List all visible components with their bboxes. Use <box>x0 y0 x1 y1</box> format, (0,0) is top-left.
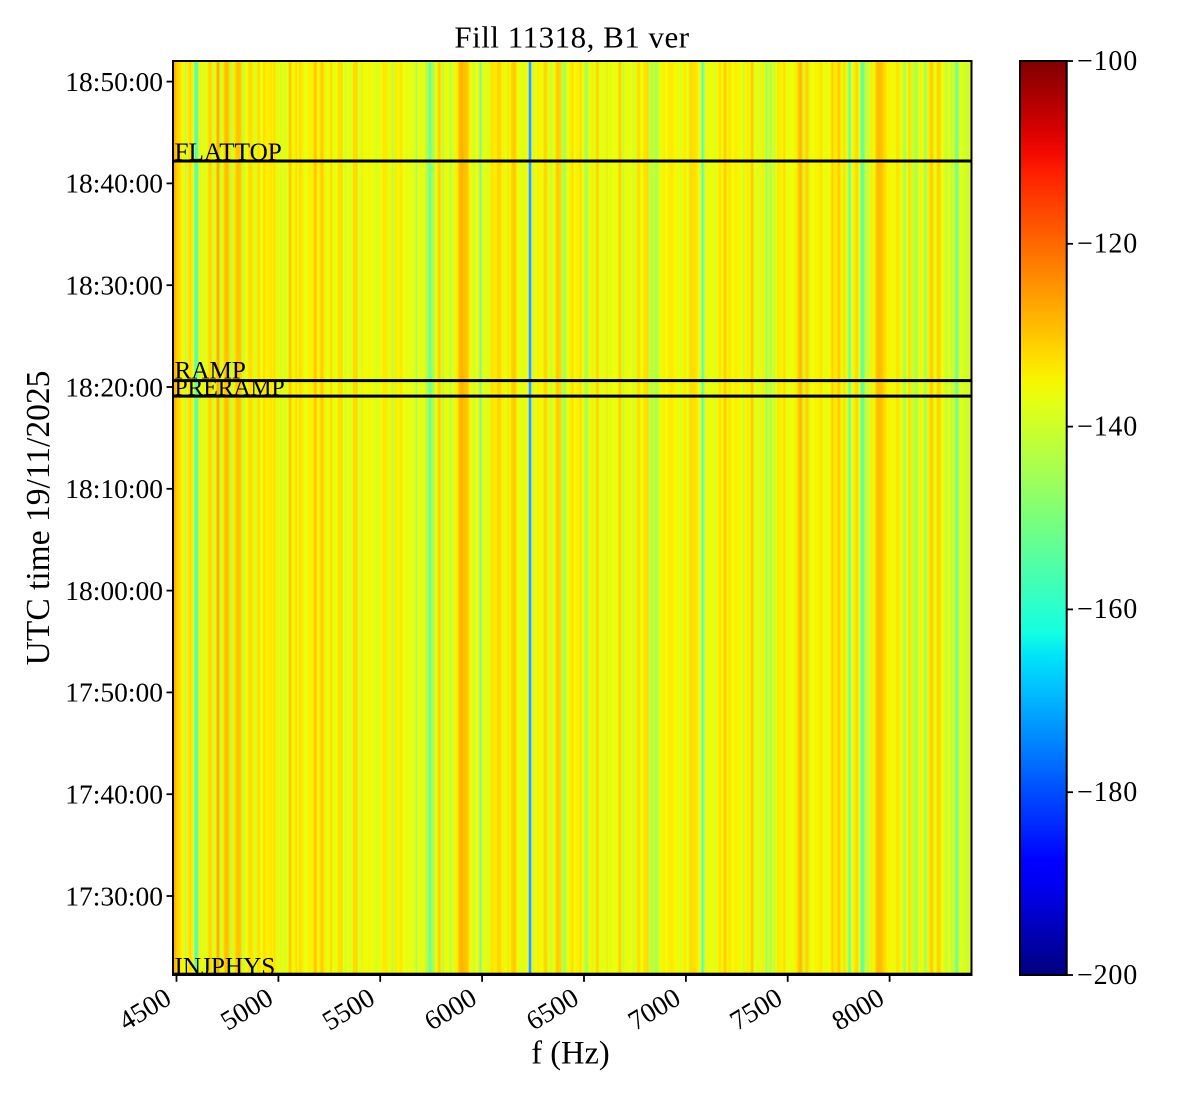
svg-text:−120: −120 <box>1077 229 1138 260</box>
svg-text:−180: −180 <box>1077 777 1138 808</box>
svg-text:RAMP: RAMP <box>175 358 246 385</box>
svg-text:17:40:00: 17:40:00 <box>65 779 163 810</box>
svg-text:18:00:00: 18:00:00 <box>65 575 163 606</box>
svg-text:UTC time 19/11/2025: UTC time 19/11/2025 <box>20 371 57 666</box>
svg-text:f (Hz): f (Hz) <box>531 1036 610 1072</box>
svg-text:−100: −100 <box>1077 46 1138 77</box>
svg-text:−140: −140 <box>1077 411 1138 442</box>
svg-text:18:20:00: 18:20:00 <box>65 371 163 402</box>
svg-text:18:50:00: 18:50:00 <box>65 66 163 97</box>
svg-text:FLATTOP: FLATTOP <box>175 139 282 166</box>
svg-text:18:10:00: 18:10:00 <box>65 473 163 504</box>
svg-text:−160: −160 <box>1077 594 1138 625</box>
svg-text:18:30:00: 18:30:00 <box>65 270 163 301</box>
svg-text:INJPHYS: INJPHYS <box>175 953 276 980</box>
svg-text:17:50:00: 17:50:00 <box>65 677 163 708</box>
svg-text:−200: −200 <box>1077 960 1138 991</box>
svg-text:17:30:00: 17:30:00 <box>65 880 163 911</box>
svg-text:Fill 11318, B1 ver: Fill 11318, B1 ver <box>454 20 689 55</box>
svg-text:18:40:00: 18:40:00 <box>65 168 163 199</box>
svg-text:PRERAMP: PRERAMP <box>175 375 285 401</box>
